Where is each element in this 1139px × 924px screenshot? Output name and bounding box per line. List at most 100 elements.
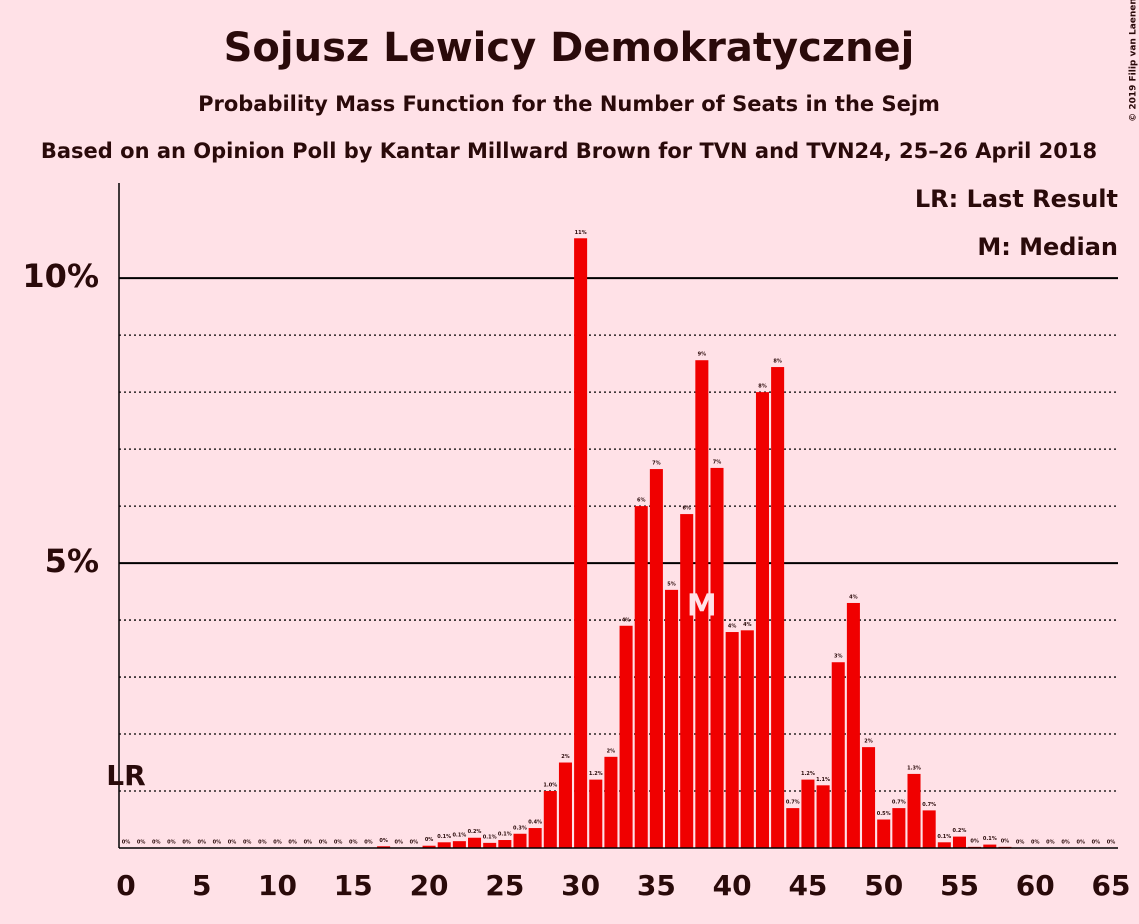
bar [710,467,724,848]
bar [452,841,466,848]
value-label: 7% [713,459,722,465]
bar [725,632,739,848]
value-label: 0% [1046,840,1055,846]
bar [786,808,800,848]
bar [437,842,451,848]
bar [846,602,860,848]
value-label: 0% [122,840,131,846]
bar [771,367,785,848]
x-tick-label: 65 [1092,869,1131,902]
x-tick-label: 45 [788,869,827,902]
y-tick-label: 5% [45,542,99,580]
value-label: 0% [379,838,388,844]
bar [831,662,845,848]
value-label: 2% [561,754,570,760]
value-label: 0.3% [513,825,527,831]
bar [816,785,830,848]
value-label: 8% [773,359,782,365]
value-label: 0% [364,840,373,846]
value-label: 0% [167,840,176,846]
value-label: 6% [637,498,646,504]
value-label: 5% [667,581,676,587]
value-label: 0% [243,840,252,846]
bar [907,773,921,848]
value-label: 4% [728,624,737,630]
value-label: 0.4% [528,820,542,826]
x-tick-label: 55 [940,869,979,902]
bar [665,589,679,848]
value-label: 6% [682,506,691,512]
value-label: 0% [304,840,313,846]
value-label: 0.1% [437,834,451,840]
x-tick-label: 20 [410,869,449,902]
value-label: 0.5% [877,811,891,817]
bar [952,836,966,848]
bar [922,810,936,848]
value-label: 0% [395,840,404,846]
value-label: 0% [197,840,206,846]
x-tick-label: 40 [713,869,752,902]
value-label: 0% [319,840,328,846]
value-label: 0.1% [937,834,951,840]
value-label: 4% [743,622,752,628]
chart-source: Based on an Opinion Poll by Kantar Millw… [41,139,1097,163]
bar [983,844,997,848]
value-label: 0.1% [483,834,497,840]
value-label: 0% [137,840,146,846]
bar [937,842,951,848]
value-label: 0% [425,837,434,843]
value-label: 0.2% [468,829,482,835]
chart-title: Sojusz Lewicy Demokratycznej [224,25,915,71]
value-label: 0% [1076,840,1085,846]
legend-entry: LR: Last Result [915,185,1118,213]
bar [634,506,648,848]
x-tick-label: 5 [192,869,211,902]
bar [877,819,891,848]
value-label: 0.1% [983,836,997,842]
last-result-label: LR [106,759,145,792]
bar [740,630,754,848]
x-tick-label: 0 [116,869,135,902]
value-label: 2% [607,748,616,754]
value-label: 0% [1001,838,1010,844]
bar [862,747,876,848]
value-label: 0.7% [892,800,906,806]
x-tick-label: 25 [485,869,524,902]
value-label: 0% [970,838,979,844]
value-label: 0% [1031,840,1040,846]
x-tick-label: 50 [864,869,903,902]
y-tick-label: 10% [22,257,99,295]
bar [680,514,694,848]
value-label: 0% [1016,840,1025,846]
value-label: 1.2% [801,771,815,777]
value-label: 1.0% [543,783,557,789]
value-label: 0% [213,840,222,846]
value-label: 9% [698,352,707,358]
bar [604,756,618,848]
bar [377,846,391,848]
bar [892,808,906,848]
value-label: 0% [349,840,358,846]
value-label: 7% [652,461,661,467]
value-label: 1.1% [816,777,830,783]
value-label: 1.3% [907,765,921,771]
bar [558,762,572,848]
value-label: 4% [622,617,631,623]
bar [422,845,436,848]
value-label: 1.2% [589,771,603,777]
value-label: 2% [864,739,873,745]
value-label: 0.1% [498,832,512,838]
x-tick-label: 60 [1016,869,1055,902]
bar [498,840,512,848]
x-tick-label: 10 [258,869,297,902]
x-tick-label: 15 [334,869,373,902]
bar [528,828,542,848]
chart-subtitle: Probability Mass Function for the Number… [198,92,940,116]
bar [755,392,769,848]
bar [619,625,633,848]
value-label: 0% [228,840,237,846]
median-label: M [687,589,717,624]
value-label: 0% [258,840,267,846]
value-label: 8% [758,384,767,390]
